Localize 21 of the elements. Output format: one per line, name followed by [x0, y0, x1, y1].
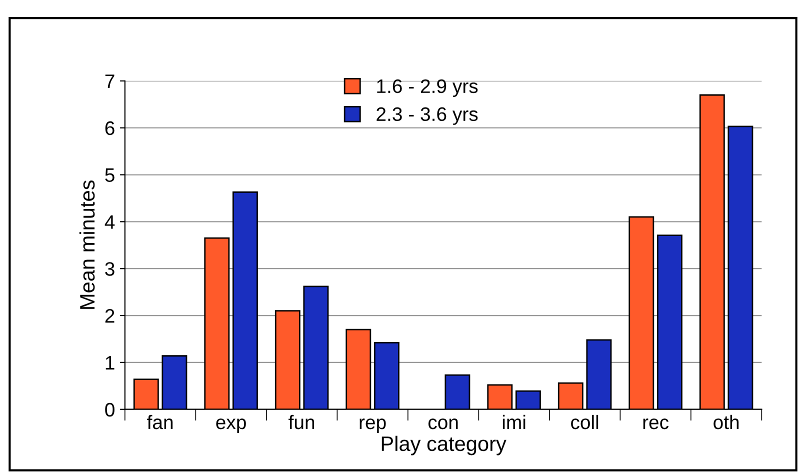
- y-tick-label: 0: [105, 402, 114, 417]
- x-tick-label: rec: [643, 418, 669, 430]
- x-axis-title: Play category: [382, 436, 506, 456]
- x-tick-label: oth: [714, 414, 739, 430]
- x-tick-label: fan: [147, 414, 173, 430]
- x-tick-label: con: [428, 418, 458, 430]
- y-tick-label: 7: [105, 74, 114, 88]
- y-axis-title: Mean minutes: [79, 180, 95, 309]
- legend-label: 1.6 - 2.9 yrs: [377, 79, 478, 97]
- y-tick-label: 3: [105, 262, 114, 276]
- y-tick-label: 4: [104, 215, 115, 229]
- x-tick-label: exp: [216, 418, 246, 434]
- x-tick-label: rep: [360, 418, 386, 434]
- x-tick-label: coll: [571, 414, 598, 430]
- legend-label: 2.3 - 3.6 yrs: [376, 107, 478, 125]
- y-tick-label: 2: [105, 308, 114, 323]
- x-tick-label: fun: [288, 414, 314, 430]
- y-tick-label: 6: [105, 121, 114, 136]
- y-tick-label: 1: [106, 356, 114, 370]
- y-tick-label: 5: [105, 168, 114, 182]
- x-tick-label: imi: [502, 414, 526, 430]
